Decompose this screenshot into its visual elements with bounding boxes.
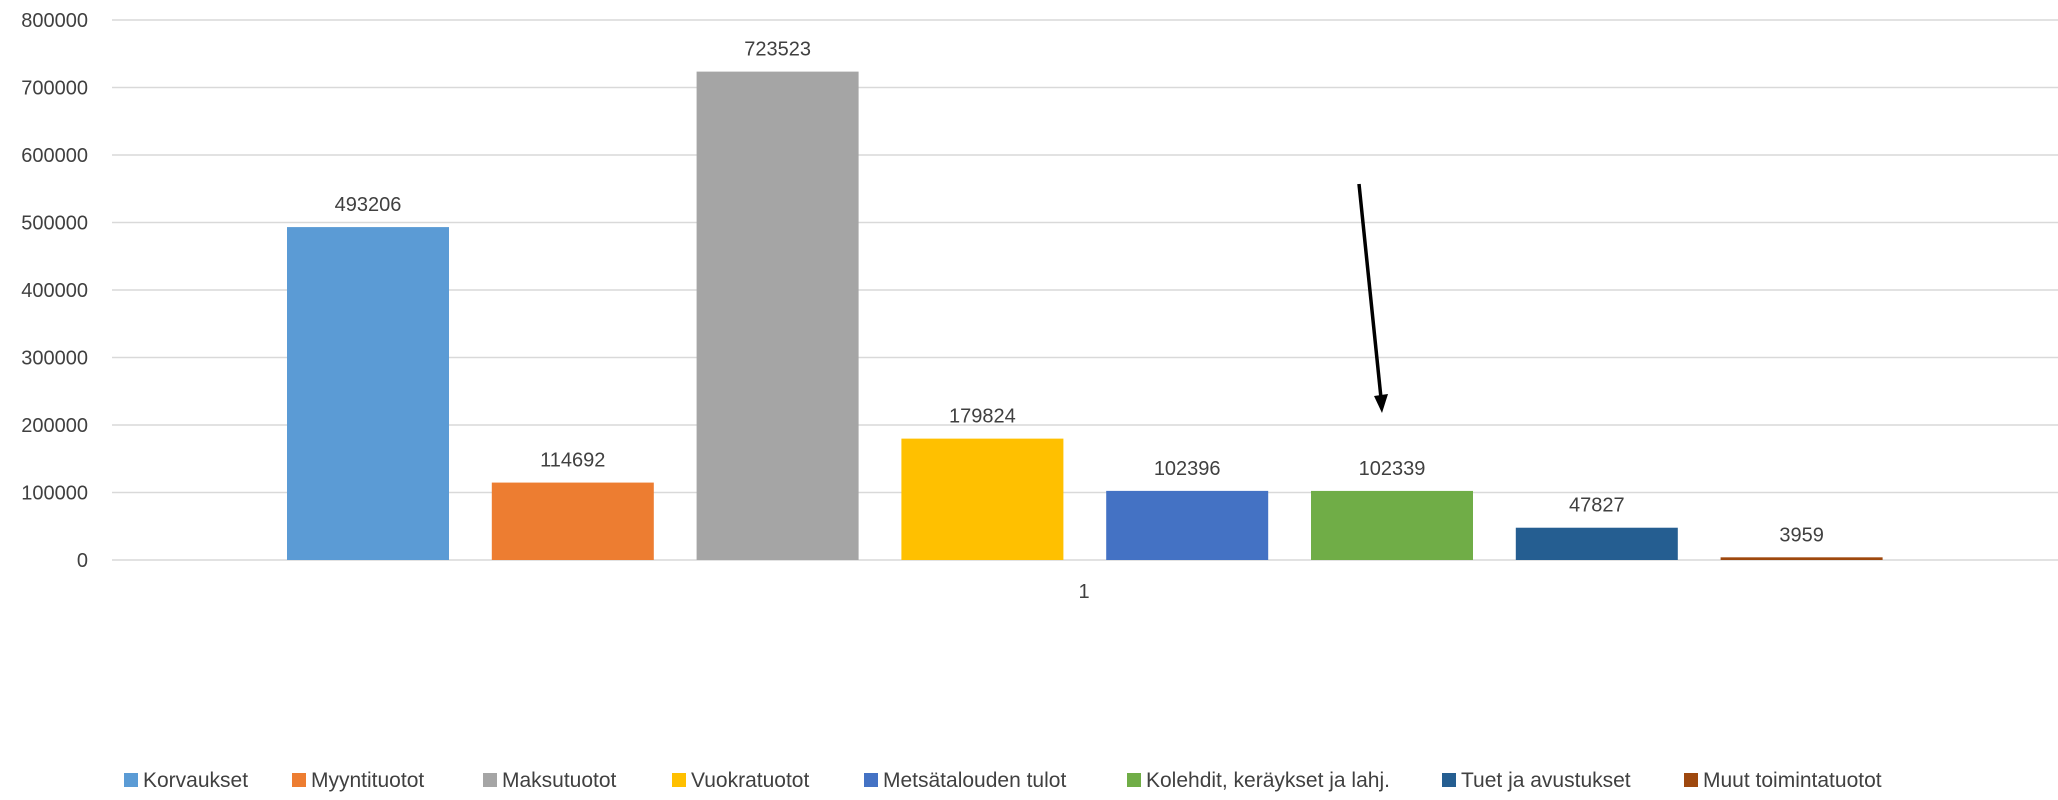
bar: [1106, 490, 1269, 560]
data-label: 47827: [1569, 495, 1625, 517]
annotations: [1357, 183, 1388, 413]
data-label: 102339: [1359, 458, 1426, 480]
x-axis-tick-labels: 1: [1078, 581, 1089, 603]
bars: [287, 71, 1883, 561]
y-tick-label: 700000: [21, 78, 88, 100]
legend-label: Myyntituotot: [311, 769, 424, 792]
data-label: 102396: [1154, 458, 1221, 480]
data-label: 3959: [1779, 524, 1824, 546]
y-tick-label: 400000: [21, 280, 88, 302]
bar: [1515, 527, 1678, 560]
y-tick-label: 800000: [21, 10, 88, 32]
data-label: 493206: [335, 194, 402, 216]
legend-swatch: [672, 773, 686, 787]
y-tick-label: 300000: [21, 348, 88, 370]
legend-swatch: [124, 773, 138, 787]
y-tick-label: 200000: [21, 415, 88, 437]
legend-swatch: [864, 773, 878, 787]
legend-label: Muut toimintatuotot: [1703, 769, 1882, 792]
bar: [1720, 557, 1883, 560]
legend-label: Metsätalouden tulot: [883, 769, 1066, 792]
legend-label: Maksutuotot: [502, 769, 617, 792]
y-axis-tick-labels: 0 100000 200000 300000 400000 500000 600000 700…: [21, 10, 88, 572]
y-tick-label: 0: [77, 550, 88, 572]
legend-label: Tuet ja avustukset: [1461, 769, 1631, 792]
legend: Korvaukset Myyntituotot Maksutuotot Vuokrat…: [124, 769, 1882, 792]
data-label: 723523: [744, 39, 811, 61]
legend-swatch: [292, 773, 306, 787]
bar: [491, 482, 654, 560]
legend-label: Korvaukset: [143, 769, 248, 792]
legend-swatch: [1127, 773, 1141, 787]
annotation-arrow: [1357, 183, 1383, 399]
y-tick-label: 600000: [21, 145, 88, 167]
data-label: 114692: [540, 450, 605, 472]
bar: [901, 438, 1064, 560]
legend-label: Vuokratuotot: [691, 769, 809, 792]
data-label: 179824: [949, 406, 1016, 428]
y-tick-label: 100000: [21, 483, 88, 505]
legend-swatch: [1442, 773, 1456, 787]
data-labels: 493206 114692 723523 179824 102396 102339 4782…: [335, 39, 1824, 547]
legend-label: Kolehdit, keräykset ja lahj.: [1146, 769, 1390, 792]
legend-swatch: [483, 773, 497, 787]
bar: [287, 227, 449, 561]
bar: [696, 71, 859, 560]
legend-swatch: [1684, 773, 1698, 787]
x-tick-label: 1: [1078, 581, 1089, 603]
annotation-arrow-head: [1374, 394, 1388, 413]
bar: [1311, 490, 1473, 560]
y-tick-label: 500000: [21, 213, 88, 235]
